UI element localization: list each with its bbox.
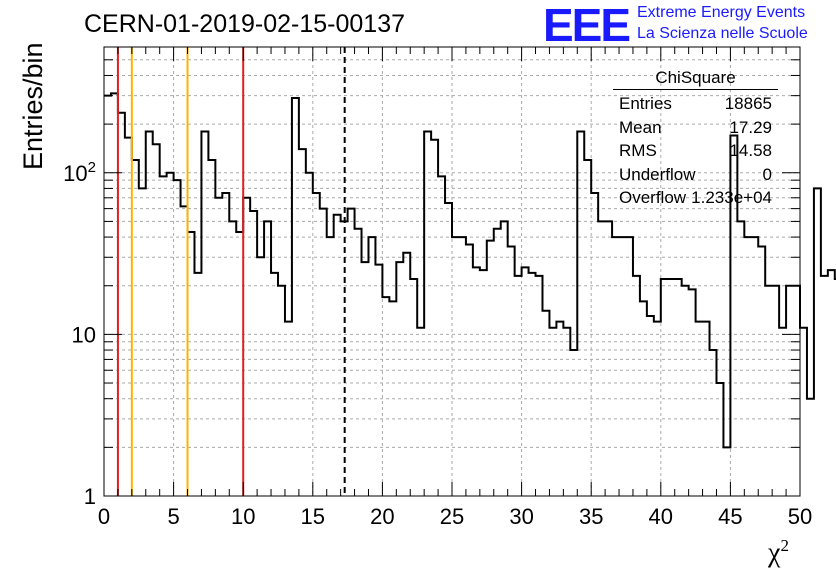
x-tick-label: 30 — [509, 504, 533, 529]
eee-logo: EEE — [543, 0, 631, 51]
x-tick-label: 15 — [301, 504, 325, 529]
x-tick-label: 5 — [167, 504, 179, 529]
stats-row-rms: RMS 14.58 — [619, 141, 772, 160]
x-axis-label: χ2 — [768, 536, 789, 569]
y-axis-label: Entries/bin — [18, 42, 48, 170]
y-tick-label: 1 — [84, 484, 96, 509]
x-tick-label: 45 — [718, 504, 742, 529]
stats-row-mean: Mean 17.29 — [619, 117, 772, 137]
x-tick-label: 20 — [370, 504, 394, 529]
x-tick-label: 10 — [231, 504, 255, 529]
x-tick-label: 50 — [788, 504, 812, 529]
histogram-series — [104, 92, 836, 449]
y-tick-label: 102 — [63, 159, 96, 186]
x-tick-label: 40 — [649, 504, 673, 529]
x-tick-label: 35 — [579, 504, 603, 529]
logo-line-2: La Scienza nelle Scuole — [637, 25, 808, 42]
chart-title: CERN-01-2019-02-15-00137 — [84, 10, 406, 38]
stats-row-entries: Entries 18865 — [619, 94, 772, 113]
logo-line-1: Extreme Energy Events — [637, 4, 806, 21]
stats-box: ChiSquare Entries 18865 Mean 17.29 RMS 14.5… — [613, 68, 778, 210]
x-tick-label: 0 — [98, 504, 110, 529]
y-tick-label: 10 — [72, 322, 96, 347]
stats-row-overflow: Overflow 1.233e+04 — [619, 188, 772, 207]
stats-title: ChiSquare — [613, 68, 778, 90]
x-tick-label: 25 — [440, 504, 464, 529]
stats-row-underflow: Underflow 0 — [619, 164, 772, 184]
